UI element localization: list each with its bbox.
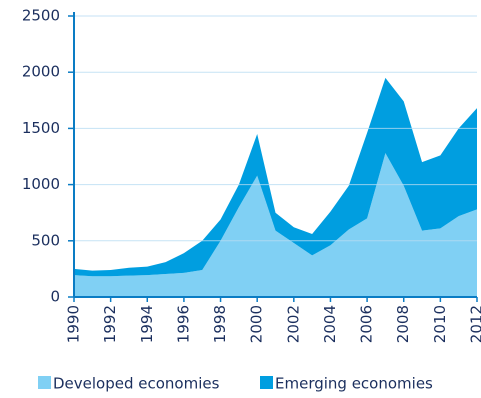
y-tick-label: 1000: [22, 175, 60, 193]
x-tick-label: 1994: [138, 305, 156, 343]
x-tick-label: 1990: [65, 305, 83, 343]
y-tick-label: 1500: [22, 119, 60, 137]
y-tick-label: 0: [50, 288, 60, 306]
x-tick-label: 2004: [321, 305, 339, 343]
x-tick-label: 2010: [431, 305, 449, 343]
x-tick-label: 2002: [284, 305, 302, 343]
x-tick-label: 2006: [358, 305, 376, 343]
y-tick-label: 500: [31, 231, 60, 249]
area: [74, 153, 477, 297]
area: [74, 77, 477, 277]
y-tick-label: 2500: [22, 7, 60, 25]
legend-swatch: [260, 376, 273, 389]
x-tick-label: 2000: [248, 305, 266, 343]
legend-label: Developed economies: [53, 375, 220, 393]
x-tick-label: 1996: [174, 305, 192, 343]
legend-label: Emerging economies: [275, 375, 433, 393]
y-tick-label: 2000: [22, 63, 60, 81]
x-tick-label: 2008: [394, 305, 412, 343]
x-tick-label: 1992: [101, 305, 119, 343]
x-tick-label: 1998: [211, 305, 229, 343]
x-tick-label: 2012: [468, 305, 481, 343]
legend-swatch: [38, 376, 51, 389]
